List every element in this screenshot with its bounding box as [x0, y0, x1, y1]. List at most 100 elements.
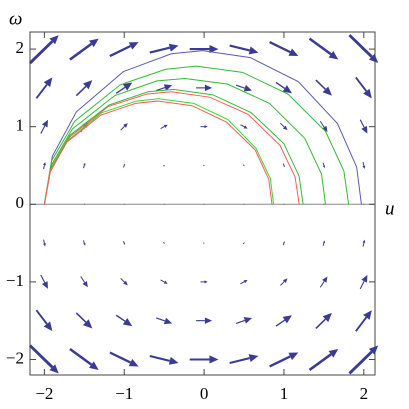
arrow-shaft — [43, 239, 45, 244]
trajectory — [43, 65, 350, 205]
arrow-shaft — [240, 281, 245, 285]
arrow-head — [41, 119, 48, 128]
arrow-head — [128, 42, 139, 50]
arrow-head — [122, 317, 133, 327]
arrow — [348, 345, 379, 375]
arrow-shaft — [229, 44, 250, 52]
arrow-shaft — [308, 353, 332, 371]
arrow — [122, 163, 126, 168]
arrow-shaft — [355, 76, 368, 92]
arrow-shaft — [120, 125, 125, 131]
arrow — [355, 76, 372, 99]
arrow — [189, 355, 219, 364]
arrow-head — [204, 84, 213, 92]
frame — [29, 31, 376, 376]
arrow-head — [328, 50, 339, 60]
arrow-head — [288, 352, 299, 361]
arrow-shaft — [359, 280, 365, 290]
arrow-head — [243, 125, 248, 129]
arrow — [80, 276, 88, 288]
arrow-head — [209, 355, 219, 364]
arrow-head — [322, 312, 332, 323]
arrow-head — [361, 274, 368, 283]
arrow-shaft — [269, 355, 291, 368]
arrow — [35, 309, 53, 332]
arrow — [149, 354, 179, 365]
arrow-head — [283, 241, 285, 244]
arrow — [163, 203, 165, 205]
arrow-dot — [243, 203, 245, 205]
arrow-shaft — [359, 119, 365, 128]
arrow-shaft — [242, 164, 245, 166]
y-tick-label: −1 — [6, 271, 24, 290]
arrow-head — [363, 88, 372, 99]
arrow-shaft — [163, 165, 165, 167]
arrow-shaft — [308, 37, 332, 56]
arrow-shaft — [280, 281, 285, 286]
arrow-shaft — [122, 165, 125, 168]
arrow — [243, 203, 245, 205]
arrow-shaft — [155, 87, 166, 92]
arrow — [315, 312, 332, 330]
arrow — [348, 34, 379, 64]
y-tick-label: 1 — [16, 116, 25, 135]
arrow — [35, 77, 53, 99]
arrow-head — [204, 317, 213, 324]
y-axis-label: ω — [9, 8, 22, 29]
arrow-shaft — [282, 242, 285, 246]
arrow-head — [368, 345, 379, 355]
arrow-head — [322, 86, 332, 96]
arrow-head — [123, 242, 126, 246]
arrow — [163, 164, 165, 167]
arrow-dot — [203, 203, 205, 205]
arrow-shaft — [109, 44, 132, 58]
arrow-head — [163, 242, 165, 244]
arrow — [240, 124, 248, 129]
arrow-head — [322, 276, 328, 283]
arrow — [229, 44, 259, 55]
arrow-shaft — [69, 42, 93, 61]
arrow-head — [122, 82, 133, 91]
arrow — [282, 241, 285, 246]
arrow — [203, 242, 205, 244]
arrow — [362, 161, 366, 169]
arrow-shaft — [240, 124, 245, 128]
arrow-shaft — [275, 81, 286, 89]
arrow-head — [163, 280, 168, 284]
y-tick-label: −2 — [6, 348, 24, 367]
trajectory — [43, 98, 275, 205]
arrow-shaft — [355, 316, 368, 332]
arrow — [322, 162, 326, 169]
arrow — [155, 84, 173, 92]
trajectory — [43, 100, 273, 205]
arrow — [189, 45, 219, 54]
arrow-head — [83, 243, 86, 246]
arrow-shaft — [115, 314, 126, 322]
arrow-head — [204, 125, 208, 129]
arrow-head — [43, 243, 46, 247]
arrow — [315, 79, 332, 96]
x-tick-label: 0 — [200, 384, 209, 403]
arrow-head — [83, 319, 93, 329]
arrow-head — [322, 125, 328, 133]
arrow — [109, 42, 139, 58]
arrow-shaft — [120, 278, 125, 283]
arrow — [203, 203, 205, 205]
x-tick-label: −1 — [115, 384, 133, 403]
arrow-head — [163, 84, 173, 91]
arrow-shaft — [75, 85, 87, 97]
arrow-head — [362, 165, 366, 169]
arrow-shaft — [229, 357, 250, 364]
arrow-shaft — [149, 46, 171, 54]
arrow — [322, 240, 326, 246]
arrow — [282, 163, 285, 168]
arrow-shaft — [280, 122, 285, 128]
arrow — [319, 276, 328, 288]
arrow-shaft — [29, 344, 54, 369]
arrow-dot — [323, 203, 325, 205]
arrow-head — [83, 80, 93, 90]
arrow-head — [248, 46, 259, 55]
arrow — [362, 239, 366, 247]
arrow-shaft — [83, 240, 85, 244]
arrow — [43, 161, 46, 170]
